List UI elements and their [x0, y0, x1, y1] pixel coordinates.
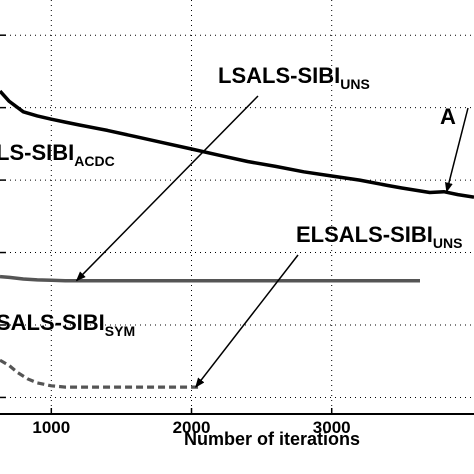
x-tick-label-2: 3000	[313, 418, 351, 437]
x-tick-label-0: 1000	[32, 418, 70, 437]
annotation-lsals-sym: SALS-SIBISYM	[0, 310, 135, 339]
series-layer	[0, 89, 474, 389]
x-tick-label-1: 2000	[173, 418, 211, 437]
series-line-1	[0, 274, 420, 283]
x-tick-labels: 1000 2000 3000	[32, 418, 350, 437]
annotation-arrow-1	[195, 254, 299, 388]
annotation-arrows	[75, 95, 469, 388]
annotation-cutoff: A	[440, 104, 456, 129]
annotation-elsals-uns: ELSALS-SIBIUNS	[296, 222, 462, 251]
annotation-arrow-2	[445, 107, 469, 193]
annotation-arrow-0	[75, 95, 259, 282]
series-line-2	[0, 358, 199, 389]
annotation-lsals-acdc: LS-SIBIACDC	[0, 140, 115, 169]
axes-frame	[0, 34, 474, 415]
series-line-0	[0, 89, 474, 199]
grid-lines	[0, 0, 474, 414]
x-axis-label: Number of iterations	[184, 429, 360, 449]
annotation-lsals-uns: LSALS-SIBIUNS	[218, 63, 370, 92]
